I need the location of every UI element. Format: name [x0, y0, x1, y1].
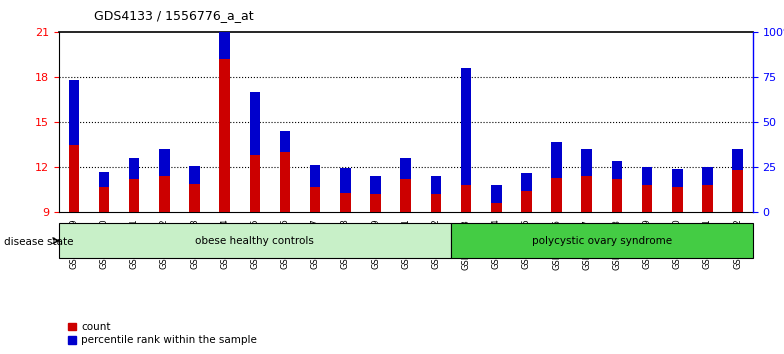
- Bar: [642, 185, 652, 212]
- Bar: [491, 204, 502, 212]
- Bar: [612, 161, 622, 179]
- Bar: [249, 92, 260, 155]
- Bar: [310, 187, 321, 212]
- Bar: [129, 158, 140, 179]
- Bar: [370, 176, 381, 194]
- Bar: [310, 165, 321, 187]
- Bar: [340, 167, 350, 193]
- Text: obese healthy controls: obese healthy controls: [195, 236, 314, 246]
- Bar: [612, 179, 622, 212]
- Bar: [220, 0, 230, 59]
- Bar: [401, 158, 411, 179]
- Bar: [461, 68, 471, 185]
- Bar: [551, 142, 562, 178]
- Bar: [129, 179, 140, 212]
- Bar: [521, 173, 532, 191]
- Bar: [521, 192, 532, 212]
- FancyBboxPatch shape: [451, 223, 753, 258]
- Bar: [159, 149, 169, 176]
- Bar: [461, 185, 471, 212]
- Bar: [642, 167, 652, 185]
- Bar: [159, 176, 169, 212]
- Bar: [280, 152, 290, 212]
- Text: GDS4133 / 1556776_a_at: GDS4133 / 1556776_a_at: [94, 9, 254, 22]
- Bar: [582, 176, 592, 212]
- Bar: [702, 167, 713, 185]
- Bar: [702, 185, 713, 212]
- Bar: [99, 172, 109, 187]
- Bar: [69, 80, 79, 145]
- Bar: [430, 176, 441, 194]
- Bar: [732, 170, 742, 212]
- Text: disease state: disease state: [4, 238, 74, 247]
- Bar: [249, 155, 260, 212]
- Bar: [491, 185, 502, 203]
- Bar: [401, 179, 411, 212]
- Bar: [732, 149, 742, 170]
- Bar: [340, 193, 350, 212]
- Bar: [672, 187, 683, 212]
- Bar: [189, 184, 200, 212]
- Bar: [220, 59, 230, 212]
- Bar: [551, 178, 562, 212]
- Bar: [280, 131, 290, 152]
- FancyBboxPatch shape: [59, 223, 451, 258]
- Text: polycystic ovary syndrome: polycystic ovary syndrome: [532, 236, 672, 246]
- Bar: [370, 194, 381, 212]
- Bar: [582, 149, 592, 176]
- Bar: [672, 169, 683, 187]
- Legend: count, percentile rank within the sample: count, percentile rank within the sample: [68, 322, 257, 345]
- Bar: [99, 187, 109, 212]
- Bar: [189, 166, 200, 184]
- Bar: [430, 194, 441, 212]
- Bar: [69, 145, 79, 212]
